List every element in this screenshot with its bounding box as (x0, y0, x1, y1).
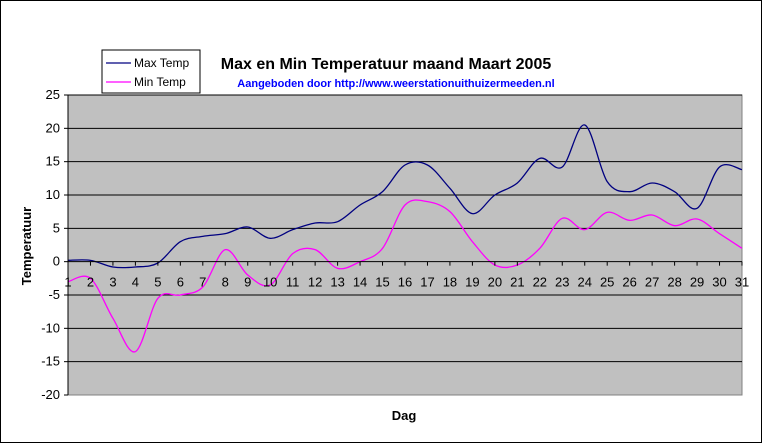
x-tick-label: 31 (735, 275, 749, 290)
x-tick-label: 5 (154, 275, 161, 290)
x-tick-label: 2 (87, 275, 94, 290)
x-tick-label: 26 (622, 275, 636, 290)
x-tick-label: 28 (667, 275, 681, 290)
y-tick-label: -10 (41, 320, 60, 335)
x-tick-label: 23 (555, 275, 569, 290)
x-tick-label: 14 (353, 275, 367, 290)
y-tick-label: -15 (41, 354, 60, 369)
x-tick-label: 25 (600, 275, 614, 290)
series-line-min-temp (67, 199, 743, 353)
y-tick-label: 10 (46, 187, 60, 202)
x-tick-label: 9 (244, 275, 251, 290)
x-tick-label: 3 (109, 275, 116, 290)
x-tick-label: 10 (263, 275, 277, 290)
x-tick-label: 1 (64, 275, 71, 290)
x-tick-label: 13 (330, 275, 344, 290)
legend-box (101, 49, 201, 94)
x-tick-label: 22 (533, 275, 547, 290)
x-tick-label: 29 (690, 275, 704, 290)
x-tick-label: 21 (510, 275, 524, 290)
y-tick-label: 0 (53, 254, 60, 269)
chart-title: Max en Min Temperatuur maand Maart 2005 (221, 56, 552, 73)
x-tick-label: 17 (420, 275, 434, 290)
x-axis-title: Dag (392, 408, 417, 423)
legend-label-max-temp: Max Temp (134, 56, 189, 70)
x-tick-label: 20 (488, 275, 502, 290)
x-tick-label: 8 (222, 275, 229, 290)
x-tick-label: 12 (308, 275, 322, 290)
x-tick-label: 6 (177, 275, 184, 290)
x-tick-label: 7 (199, 275, 206, 290)
x-tick-label: 27 (645, 275, 659, 290)
x-tick-label: 16 (398, 275, 412, 290)
y-tick-label: 5 (53, 220, 60, 235)
x-tick-label: 30 (712, 275, 726, 290)
x-tick-label: 11 (286, 275, 300, 290)
y-tick-label: -5 (48, 287, 60, 302)
y-tick-label: 20 (46, 120, 60, 135)
y-tick-label: 25 (46, 87, 60, 102)
y-axis-title: Temperatuur (19, 207, 34, 286)
y-tick-label: -20 (41, 387, 60, 402)
x-tick-label: 4 (132, 275, 139, 290)
legend: Max Temp Min Temp (101, 49, 201, 94)
x-tick-label: 18 (443, 275, 457, 290)
y-tick-label: 15 (46, 154, 60, 169)
chart-subtitle: Aangeboden door http://www.weerstationui… (237, 78, 554, 90)
plot-area (67, 94, 743, 396)
x-tick-label: 24 (577, 275, 591, 290)
x-tick-label: 19 (465, 275, 479, 290)
series-line-max-temp (67, 124, 743, 269)
legend-label-min-temp: Min Temp (134, 75, 186, 89)
x-tick-label: 15 (375, 275, 389, 290)
